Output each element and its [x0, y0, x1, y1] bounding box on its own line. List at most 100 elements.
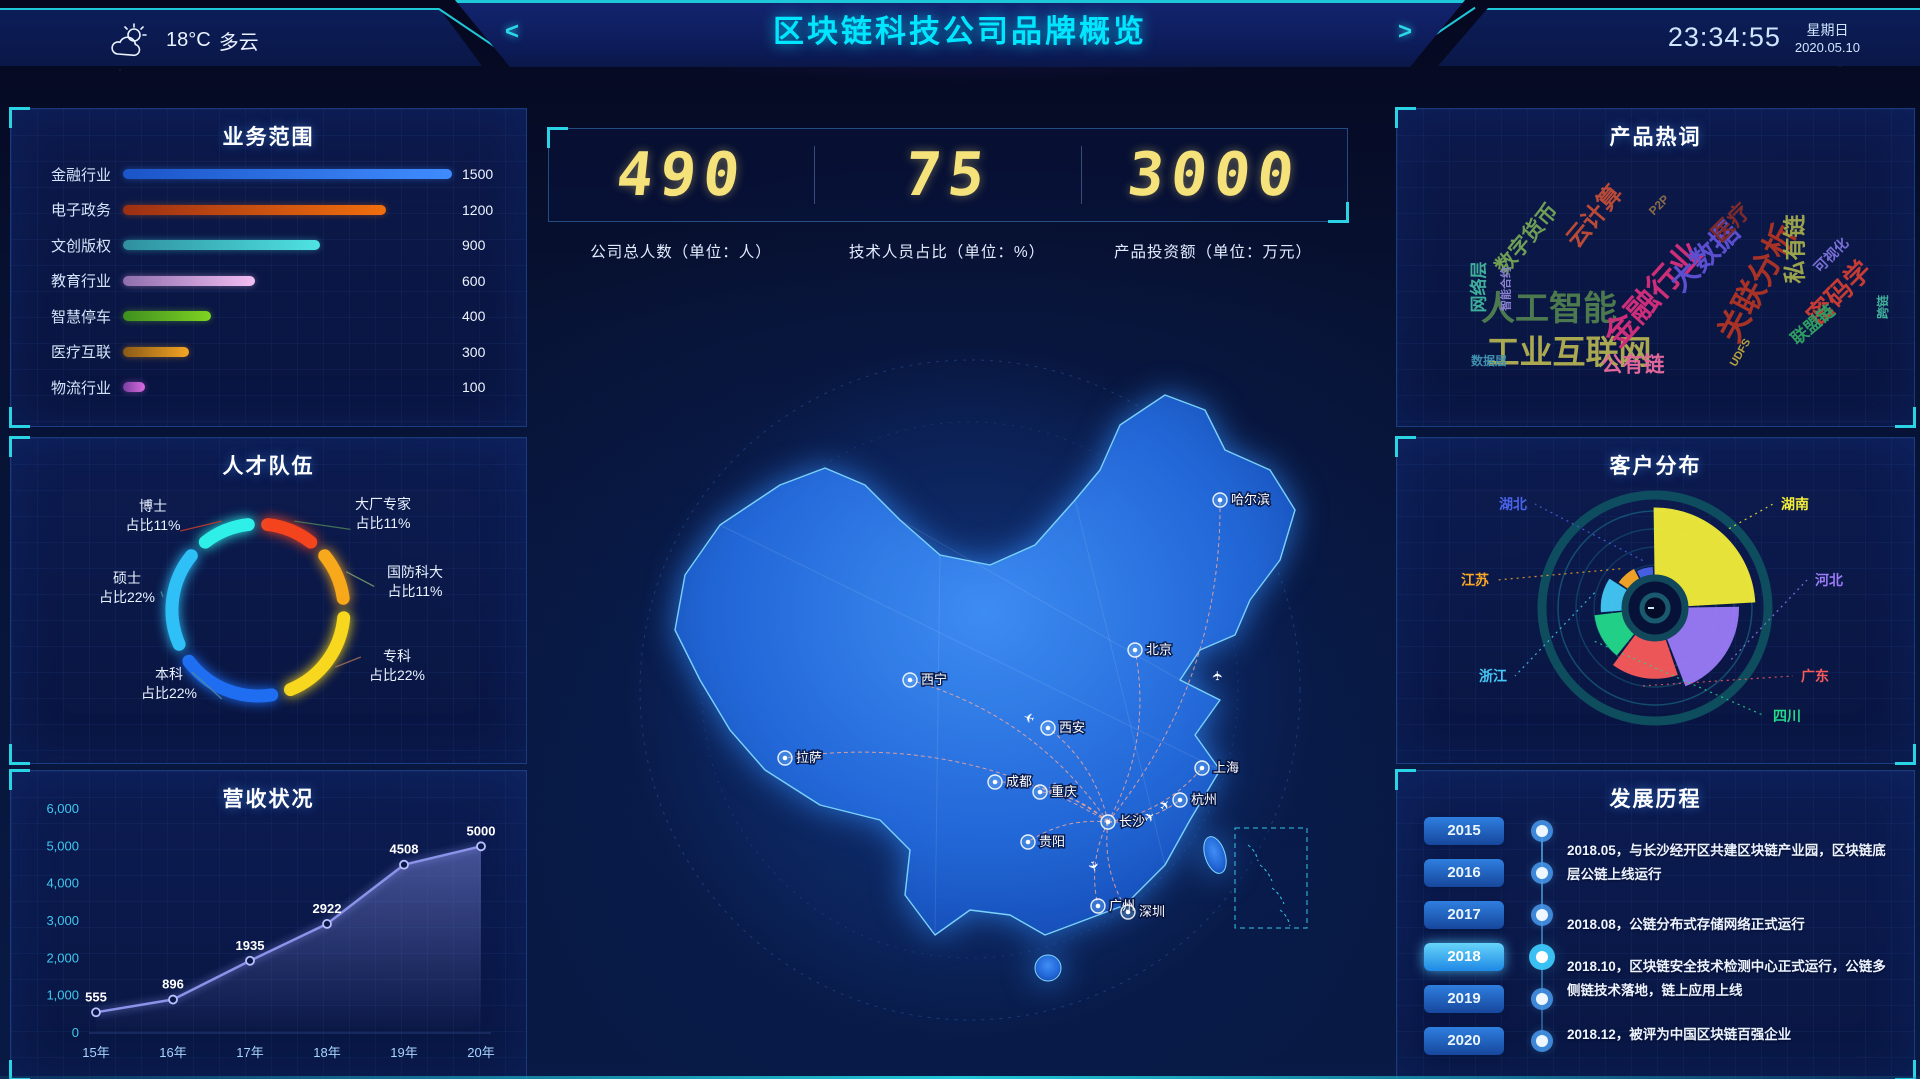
donut-label-博士: 博士 占比11% [125, 498, 181, 533]
data-point [399, 859, 409, 870]
city-label-西宁: 西宁 [921, 672, 947, 687]
bar-value: 1500 [462, 166, 494, 182]
date: 2020.05.10 [1794, 40, 1860, 55]
prev-arrow-button[interactable]: < [505, 18, 520, 45]
bar-track [123, 275, 452, 286]
kpi-total-staff: 490 [549, 129, 814, 221]
donut-label-line [334, 656, 362, 668]
date-block: 星期日 2020.05.10 [1795, 20, 1860, 55]
bar-category-label: 金融行业 [50, 166, 111, 184]
flight-route [784, 751, 1109, 823]
rose-slice-湖南 [1653, 507, 1756, 608]
timeline-dot-2020 [1536, 1035, 1548, 1047]
data-label: 1935 [236, 938, 265, 953]
bar [123, 169, 452, 179]
x-tick: 17年 [236, 1045, 263, 1060]
year-button-2019[interactable]: 2019 [1424, 985, 1504, 1013]
x-tick: 16年 [159, 1045, 186, 1060]
corner-decoration [1395, 436, 1416, 457]
header-right-bar [1438, 8, 1920, 66]
hot-word-人工智能: 人工智能 [1481, 290, 1617, 328]
bar-value: 900 [462, 237, 486, 253]
kpi-label: 产品投资额（单位：万元） [1113, 244, 1312, 261]
kpi-labels: 公司总人数（单位：人） 技术人员占比（单位：%） 产品投资额（单位：万元） [548, 240, 1346, 262]
rose-label-广东: 广东 [1801, 668, 1829, 684]
bar [123, 346, 189, 357]
city-label-西安: 西安 [1059, 720, 1085, 735]
rose-label-江苏: 江苏 [1461, 572, 1489, 588]
timeline-event-3: 2018.10，区块链安全技术检测中心正式运行，公链多侧链技术落地，链上应用上线 [1567, 959, 1886, 998]
x-tick: 20年 [467, 1045, 494, 1060]
panel-title-customers: 客户分布 [1609, 455, 1702, 478]
donut-segment-硕士 [165, 549, 198, 651]
kpi-label: 公司总人数（单位：人） [590, 244, 772, 261]
kpi-value: 490 [613, 140, 751, 210]
line-area-fill [96, 846, 481, 1033]
flight-route [1094, 821, 1109, 907]
header-title-plate: 区块链科技公司品牌概览 [455, 0, 1465, 67]
hot-word-云计算: 云计算 [1561, 180, 1629, 253]
revenue-line-chart: 0 1,000 2,000 3,000 4,000 5,000 6,000 15年 16年 17年… [11, 771, 526, 1079]
year-button-2018[interactable]: 2018 [1424, 943, 1504, 971]
corner-decoration [9, 769, 30, 790]
data-label: 4508 [390, 842, 419, 857]
panel-customers: 客户分布 湖南 河北 广东 四川 浙江 江苏 湖北 [1395, 436, 1916, 765]
hainan-island [1034, 954, 1062, 982]
donut-svg [160, 518, 375, 703]
bar-value: 300 [462, 343, 486, 360]
hot-word-工业互联网: 工业互联网 [1486, 333, 1652, 371]
city-dot [992, 779, 998, 785]
y-tick: 6,000 [46, 801, 79, 816]
flight-route [1047, 727, 1109, 823]
data-point [91, 1007, 101, 1018]
timeline-dot-2017 [1536, 909, 1548, 921]
hot-word-P2P: P2P [1646, 192, 1672, 218]
city-dot [907, 677, 913, 683]
flight-route [1106, 821, 1129, 913]
province-line [899, 519, 1181, 681]
panel-title-talent: 人才队伍 [222, 455, 315, 478]
year-button-2015[interactable]: 2015 [1424, 817, 1504, 845]
data-label: 2922 [313, 901, 342, 916]
china-map: ✈ ✈ ✈ ✈ ✈ ✈ 哈尔滨 北京 西宁 西安 上海 拉萨 成都 重庆 杭州 长沙 贵阳 广州 深圳 [540, 290, 1360, 1070]
year-button-2020[interactable]: 2020 [1424, 1027, 1504, 1055]
weather-widget: 18°C 多云 [108, 22, 259, 58]
cloudy-weather-icon [111, 23, 147, 57]
data-point [476, 841, 486, 852]
bar [123, 311, 211, 321]
corner-decoration [9, 407, 30, 428]
rose-label-line [1496, 568, 1621, 581]
rose-label-四川: 四川 [1773, 708, 1801, 724]
rose-label-浙江: 浙江 [1479, 668, 1507, 684]
divider [814, 146, 816, 204]
panel-title-hot-words: 产品热词 [1609, 126, 1702, 149]
donut-label-line [294, 520, 351, 531]
bar-value: 600 [462, 272, 486, 289]
kpi-stats-box: 490 75 3000 [547, 127, 1349, 223]
kpi-value: 75 [901, 140, 995, 210]
year-button-2016[interactable]: 2016 [1424, 859, 1504, 887]
city-label-广州: 广州 [1109, 898, 1135, 913]
year-button-2017[interactable]: 2017 [1424, 901, 1504, 929]
city-label-杭州: 杭州 [1191, 792, 1217, 807]
city-label-深圳: 深圳 [1139, 904, 1165, 919]
data-label: 5000 [467, 823, 496, 838]
clock-time: 23:34:55 [1667, 22, 1781, 52]
city-dot [1199, 765, 1205, 771]
panel-business-scope: 业务范围 金融行业 1500 电子政务 1200 文创版权 900 教育行业 600 智慧停车 4… [9, 107, 527, 428]
sea-boundary-dash [1259, 864, 1273, 882]
bar-track [123, 169, 452, 179]
flight-route [1107, 767, 1203, 823]
bar-category-label: 智慧停车 [50, 308, 111, 326]
rose-slice-广东 [1613, 608, 1678, 679]
talent-donut-chart: 大厂专家 占比11% 国防科大 占比11% 专科 占比22% 本科 占比22% 硕士 占比22% 博… [11, 438, 526, 763]
bar-category-label: 电子政务 [50, 202, 111, 219]
panel-title-business-scope: 业务范围 [222, 126, 315, 149]
timeline-dot-2019 [1536, 993, 1548, 1005]
city-dot [1025, 839, 1031, 845]
next-arrow-button[interactable]: > [1398, 18, 1413, 45]
bottom-accent-line [0, 1076, 1920, 1079]
rose-label-湖北: 湖北 [1499, 496, 1527, 512]
taiwan-island [1203, 836, 1227, 874]
corner-decoration [1328, 202, 1349, 223]
